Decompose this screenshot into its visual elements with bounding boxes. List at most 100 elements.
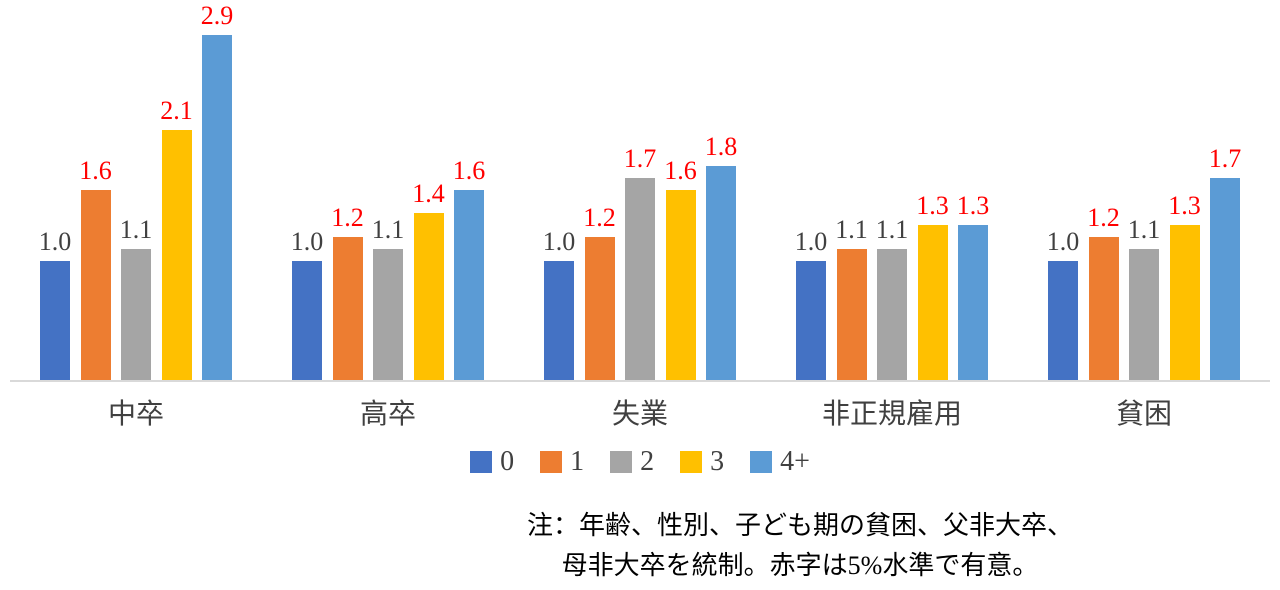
bar-with-label: 2.9 — [201, 2, 233, 380]
bar-with-label: 1.6 — [452, 155, 486, 380]
legend-label: 4+ — [780, 446, 810, 477]
legend-swatch-icon — [610, 451, 633, 473]
bar-value-label: 1.0 — [290, 227, 324, 256]
bar-group: 1.0 1.2 1.1 1.4 1.6 — [262, 0, 514, 380]
legend-swatch-icon — [470, 451, 493, 473]
legend-label: 3 — [710, 446, 725, 477]
bar-with-label: 1.0 — [1047, 229, 1079, 380]
category-label: 高卒 — [359, 398, 416, 429]
bar-with-label: 1.1 — [371, 215, 405, 380]
bar — [584, 237, 615, 380]
bar-value-label: 1.1 — [1127, 215, 1161, 245]
bar — [917, 225, 948, 380]
legend-swatch-icon — [750, 451, 773, 473]
bar — [544, 261, 574, 380]
bar-value-label: 1.7 — [623, 143, 657, 173]
category-label: 失業 — [611, 398, 668, 429]
bar-value-label: 2.1 — [160, 96, 193, 126]
legend-item: 1 — [540, 448, 584, 476]
category-label: 貧困 — [1115, 398, 1172, 429]
bar-value-label: 1.0 — [38, 227, 72, 256]
bar — [202, 34, 232, 380]
bar — [121, 249, 151, 380]
bar-with-label: 1.6 — [79, 155, 112, 380]
category-label: 非正規雇用 — [821, 398, 962, 429]
bar — [454, 189, 484, 380]
bar-value-label: 1.6 — [79, 155, 112, 185]
bar-value-label: 1.1 — [371, 215, 405, 245]
bar — [40, 261, 70, 380]
bar-group: 1.0 1.2 1.1 1.3 1.7 — [1018, 0, 1270, 380]
bar — [625, 177, 655, 380]
bar-value-label: 1.3 — [956, 191, 990, 221]
legend-label: 2 — [640, 446, 655, 477]
bar — [332, 237, 363, 380]
note-line-2: 母非大卒を統制。赤字は5%水準で有意。 — [561, 551, 1039, 580]
bar-value-label: 1.4 — [412, 179, 445, 209]
bar — [1129, 249, 1159, 380]
bar-value-label: 1.2 — [1087, 203, 1120, 233]
bar-group: 1.0 1.1 1.1 1.3 1.3 — [766, 0, 1018, 380]
legend-label: 0 — [500, 446, 515, 477]
legend-item: 2 — [610, 448, 654, 476]
bar-with-label: 1.3 — [956, 191, 990, 380]
bar-with-label: 1.0 — [542, 227, 576, 380]
bar-value-label: 1.7 — [1208, 143, 1242, 173]
bar-with-label: 1.3 — [916, 193, 949, 380]
bar-with-label: 1.1 — [1127, 215, 1161, 380]
bar — [373, 249, 403, 380]
bar-value-label: 1.3 — [1168, 191, 1201, 221]
bar-value-label: 1.1 — [119, 215, 153, 245]
bar-value-label: 1.8 — [704, 131, 738, 161]
bar — [413, 213, 444, 380]
bar-with-label: 1.1 — [119, 215, 153, 380]
legend-item: 4+ — [750, 448, 810, 476]
note-line-1: 注：年齢、性別、子ども期の貧困、父非大卒、 — [526, 511, 1073, 540]
bar-with-label: 1.3 — [1168, 193, 1201, 380]
bar-with-label: 1.7 — [623, 143, 657, 380]
bar — [80, 189, 111, 380]
bar — [161, 130, 192, 380]
bar — [292, 261, 322, 380]
bar-with-label: 1.6 — [664, 155, 697, 380]
bar — [836, 249, 867, 380]
bar — [796, 261, 826, 380]
bar-group: 1.0 1.2 1.7 1.6 1.8 — [514, 0, 766, 380]
chart-legend: 0 1 2 3 4+ — [0, 448, 1280, 476]
bar-with-label: 1.0 — [794, 227, 828, 380]
bar-value-label: 1.3 — [916, 191, 949, 221]
bar-value-label: 1.1 — [875, 215, 909, 245]
bar-value-label: 1.0 — [542, 227, 576, 256]
chart-notes: 注：年齢、性別、子ども期の貧困、父非大卒、 母非大卒を統制。赤字は5%水準で有意… — [500, 506, 1100, 586]
bar-value-label: 1.0 — [794, 227, 828, 256]
bar-with-label: 1.0 — [38, 227, 72, 380]
x-axis-labels: 中卒 高卒 失業 非正規雇用 貧困 — [10, 392, 1270, 432]
bar-value-label: 1.6 — [452, 155, 486, 185]
bar-value-label: 1.6 — [664, 155, 697, 185]
bar — [1048, 261, 1078, 380]
bar — [877, 249, 907, 380]
bar — [958, 225, 988, 380]
bar — [1210, 177, 1240, 380]
legend-swatch-icon — [540, 451, 563, 473]
bar — [665, 189, 696, 380]
bar-with-label: 1.2 — [583, 205, 616, 380]
bar-with-label: 1.1 — [875, 215, 909, 380]
legend-item: 3 — [680, 448, 724, 476]
legend-label: 1 — [570, 446, 585, 477]
bar-with-label: 2.1 — [160, 98, 193, 380]
bar-value-label: 1.2 — [331, 203, 364, 233]
bar — [1169, 225, 1200, 380]
bar-value-label: 1.1 — [835, 215, 868, 245]
legend-item: 0 — [470, 448, 514, 476]
legend-swatch-icon — [680, 451, 703, 473]
bar-with-label: 1.1 — [835, 217, 868, 380]
plot-area: 1.0 1.6 1.1 2.1 2.9 1.0 1.2 1.1 1.4 1.6 1.0 1.2 1.7 1… — [10, 0, 1270, 382]
bar-with-label: 1.2 — [331, 205, 364, 380]
bar-group: 1.0 1.6 1.1 2.1 2.9 — [10, 0, 262, 380]
bar-with-label: 1.0 — [290, 227, 324, 380]
bar-with-label: 1.7 — [1208, 143, 1242, 380]
bar — [1088, 237, 1119, 380]
bar-with-label: 1.4 — [412, 181, 445, 380]
